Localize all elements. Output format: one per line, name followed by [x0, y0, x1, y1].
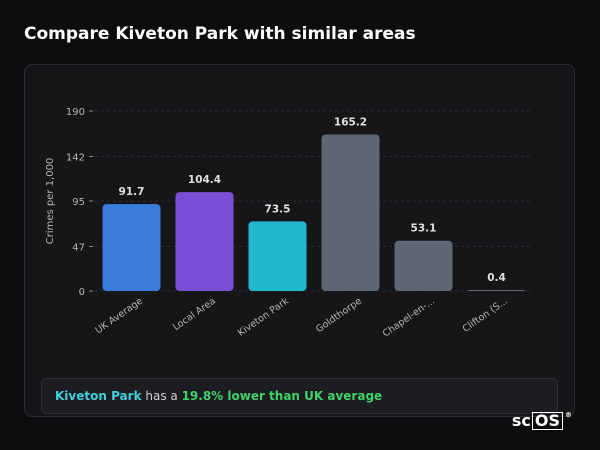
bar[interactable] [321, 134, 380, 291]
y-axis: 0 47 95 142 190 Crimes per 1,000 [45, 107, 93, 298]
y-tick-label: 190 [66, 107, 85, 118]
y-tick-label: 47 [72, 242, 85, 253]
bar-value-label: 91.7 [119, 186, 145, 198]
bar-chart: 0 47 95 142 190 Crimes per 1,000 91.7 104.4 73.… [45, 107, 533, 340]
y-tick-label: 0 [79, 287, 85, 298]
logo-registered: ® [565, 411, 572, 419]
y-tick-label: 142 [66, 152, 85, 163]
bar[interactable] [175, 192, 234, 291]
bar-value-label: 165.2 [334, 116, 367, 128]
bars [102, 134, 526, 291]
summary-statistic: 19.8% lower than UK average [181, 389, 383, 403]
logo-os: OS [531, 411, 563, 430]
bar[interactable] [467, 290, 526, 291]
bar[interactable] [102, 204, 161, 291]
page-title: Compare Kiveton Park with similar areas [24, 24, 416, 44]
x-tick-label: Chapel-en-... [381, 296, 437, 340]
bar-value-label: 53.1 [411, 223, 437, 235]
x-tick-label: UK Average [93, 296, 145, 337]
y-tick-label: 95 [72, 197, 85, 208]
summary-area-name: Kiveton Park [55, 389, 142, 403]
x-axis: UK Average Local Area Kiveton Park Goldthor… [93, 295, 510, 339]
value-labels: 91.7 104.4 73.5 165.2 53.1 0.4 [119, 116, 506, 284]
summary-connector: has a [141, 389, 182, 403]
bar-value-label: 73.5 [265, 203, 291, 215]
scos-logo: sc OS ® [512, 411, 572, 430]
x-tick-label: Local Area [171, 296, 218, 333]
y-axis-title: Crimes per 1,000 [45, 158, 56, 245]
x-tick-label: Clifton (S... [461, 296, 510, 335]
bar[interactable] [248, 221, 307, 291]
logo-sc: sc [511, 411, 531, 430]
x-tick-label: Kiveton Park [236, 295, 291, 338]
bar-value-label: 0.4 [487, 272, 506, 284]
summary-banner: Kiveton Park has a 19.8% lower than UK a… [41, 378, 558, 414]
bar-value-label: 104.4 [188, 174, 221, 186]
x-tick-label: Goldthorpe [314, 296, 364, 336]
bar[interactable] [394, 240, 453, 291]
chart-grid [95, 110, 533, 292]
comparison-card: 0 47 95 142 190 Crimes per 1,000 91.7 104.4 73.… [24, 64, 575, 417]
